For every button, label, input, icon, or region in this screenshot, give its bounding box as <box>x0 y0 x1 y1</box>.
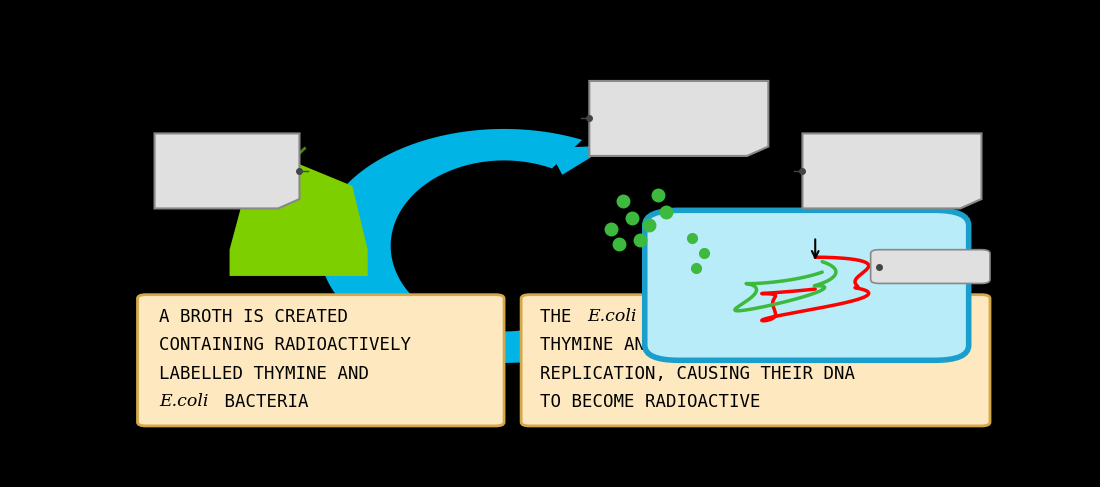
Polygon shape <box>230 149 367 276</box>
Text: REPLICATION, CAUSING THEIR DNA: REPLICATION, CAUSING THEIR DNA <box>540 365 855 382</box>
FancyBboxPatch shape <box>645 210 969 360</box>
Text: E.coli: E.coli <box>158 393 208 410</box>
Text: LABELLED THYMINE AND: LABELLED THYMINE AND <box>158 365 368 382</box>
FancyBboxPatch shape <box>871 250 990 283</box>
Polygon shape <box>590 81 768 156</box>
Text: NUTRIENT
BROTH: NUTRIENT BROTH <box>163 155 240 187</box>
Polygon shape <box>564 300 647 332</box>
Polygon shape <box>154 133 299 208</box>
Text: RADIOACTIVE
THYMINE: RADIOACTIVE THYMINE <box>598 102 704 134</box>
Text: THE: THE <box>540 308 582 326</box>
Text: CONTAINING RADIOACTIVELY: CONTAINING RADIOACTIVELY <box>158 336 410 354</box>
FancyBboxPatch shape <box>521 295 990 426</box>
Polygon shape <box>803 133 981 208</box>
FancyBboxPatch shape <box>138 295 504 426</box>
Text: E.coli: E.coli <box>892 260 935 274</box>
Polygon shape <box>319 129 646 363</box>
Text: THYMINE AND USE IT FOR DNA: THYMINE AND USE IT FOR DNA <box>540 336 813 354</box>
Text: BACTERIA: BACTERIA <box>214 393 309 411</box>
Text: CHROMOSOMAL
DNA: CHROMOSOMAL DNA <box>811 155 917 187</box>
Polygon shape <box>548 146 610 175</box>
Text: BACTERIA TAKE IN THE: BACTERIA TAKE IN THE <box>640 308 861 326</box>
Text: E.coli: E.coli <box>586 308 636 325</box>
Text: A BROTH IS CREATED: A BROTH IS CREATED <box>158 308 348 326</box>
Text: TO BECOME RADIOACTIVE: TO BECOME RADIOACTIVE <box>540 393 760 411</box>
